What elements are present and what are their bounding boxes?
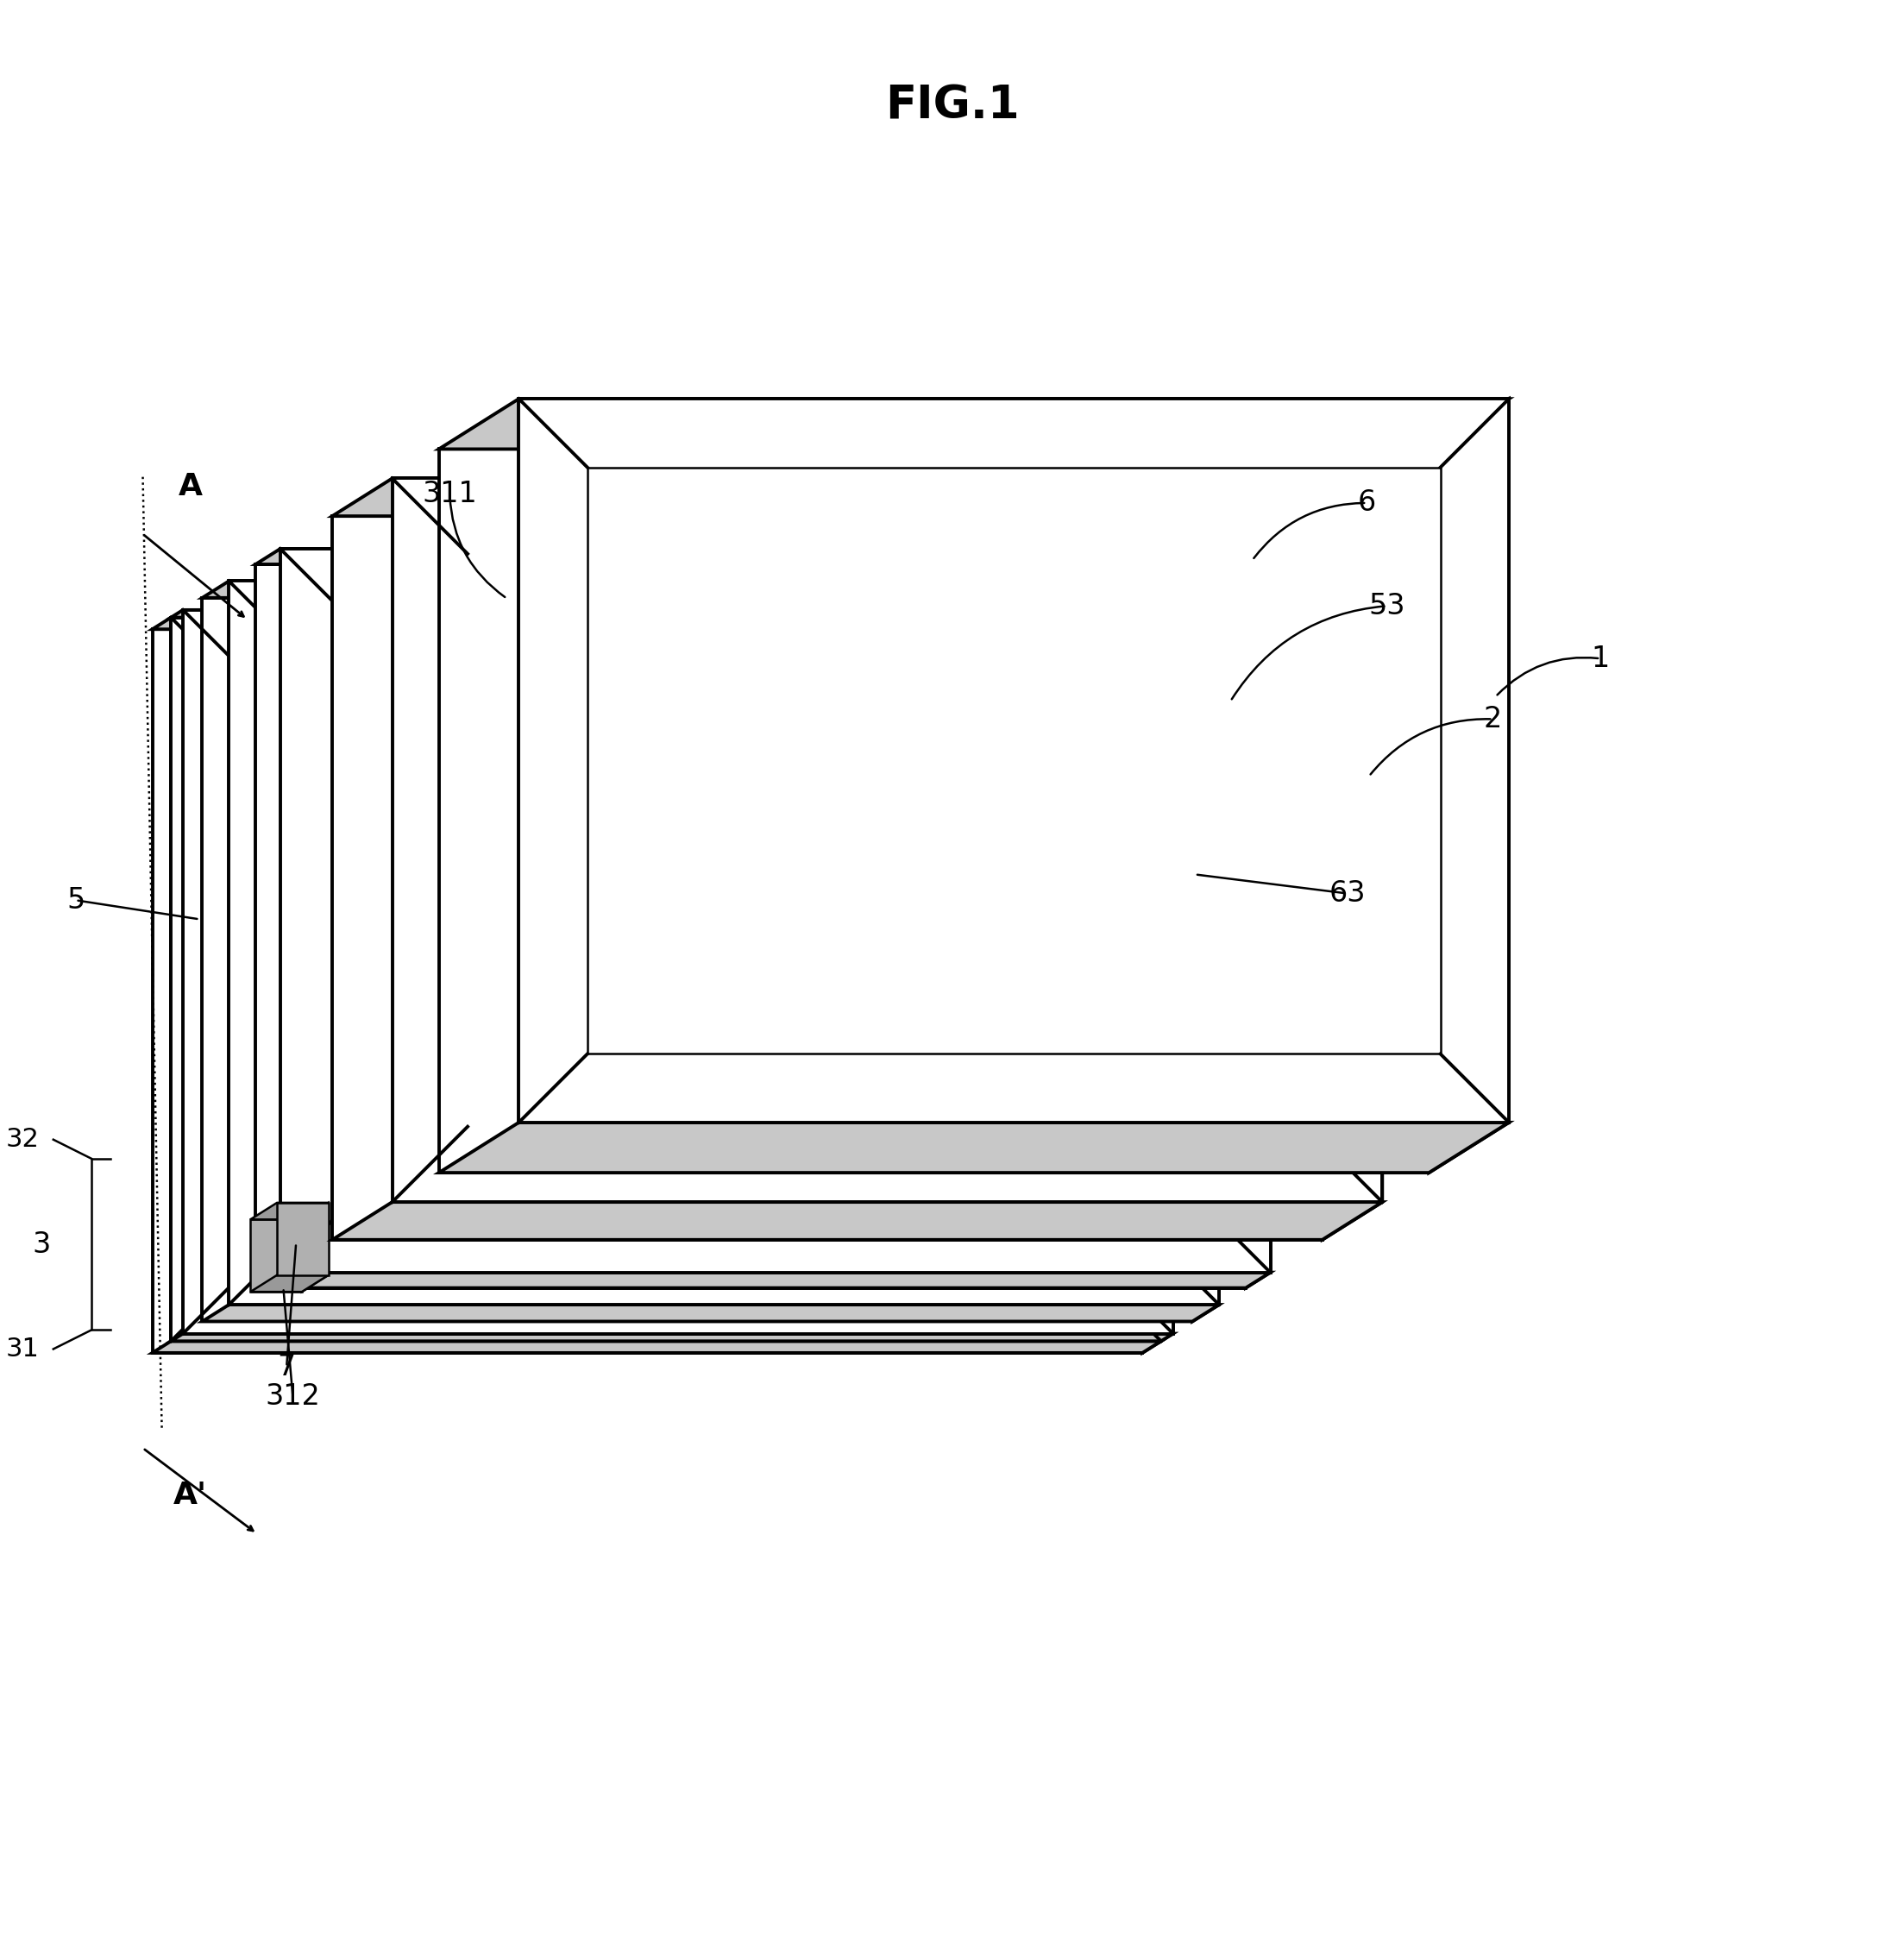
Text: FIG.1: FIG.1 bbox=[885, 84, 1019, 128]
Polygon shape bbox=[1428, 399, 1508, 1172]
Polygon shape bbox=[331, 478, 1382, 515]
Polygon shape bbox=[331, 1201, 1382, 1240]
Polygon shape bbox=[251, 1275, 327, 1293]
Polygon shape bbox=[1142, 618, 1161, 1353]
Polygon shape bbox=[1169, 649, 1228, 754]
Polygon shape bbox=[1142, 1098, 1228, 1114]
Polygon shape bbox=[255, 564, 1245, 1289]
Polygon shape bbox=[1142, 667, 1201, 772]
Polygon shape bbox=[183, 610, 1173, 1334]
Text: 63: 63 bbox=[1329, 879, 1365, 908]
Polygon shape bbox=[331, 515, 1321, 1240]
Polygon shape bbox=[1142, 649, 1228, 667]
Polygon shape bbox=[255, 548, 1270, 564]
Text: 2: 2 bbox=[1483, 706, 1502, 733]
Text: 3: 3 bbox=[32, 1231, 51, 1258]
Polygon shape bbox=[251, 1203, 327, 1219]
Polygon shape bbox=[171, 610, 1173, 618]
Polygon shape bbox=[202, 599, 1192, 1322]
Text: 6: 6 bbox=[1358, 488, 1377, 517]
Polygon shape bbox=[438, 1122, 1508, 1172]
Text: 31: 31 bbox=[6, 1337, 40, 1361]
Polygon shape bbox=[1321, 478, 1382, 1240]
Polygon shape bbox=[1169, 1098, 1228, 1201]
Polygon shape bbox=[1201, 649, 1228, 772]
Polygon shape bbox=[202, 581, 1219, 599]
Text: A': A' bbox=[173, 1481, 208, 1510]
Polygon shape bbox=[518, 399, 1508, 1122]
Text: 7: 7 bbox=[278, 1353, 295, 1380]
Text: 1: 1 bbox=[1592, 643, 1609, 673]
Polygon shape bbox=[301, 1203, 327, 1293]
Text: 32: 32 bbox=[6, 1128, 40, 1153]
Text: 311: 311 bbox=[423, 480, 478, 507]
Polygon shape bbox=[1142, 1201, 1228, 1219]
Polygon shape bbox=[1142, 1114, 1201, 1219]
Polygon shape bbox=[1161, 610, 1173, 1341]
Polygon shape bbox=[392, 478, 1382, 1201]
Polygon shape bbox=[1245, 548, 1270, 1289]
Text: 312: 312 bbox=[265, 1382, 320, 1411]
Polygon shape bbox=[255, 1273, 1270, 1289]
Polygon shape bbox=[1201, 1098, 1228, 1219]
Polygon shape bbox=[314, 667, 1133, 1219]
Polygon shape bbox=[268, 696, 1087, 1248]
Polygon shape bbox=[152, 630, 1142, 1353]
Polygon shape bbox=[280, 548, 1270, 1273]
Polygon shape bbox=[171, 1334, 1173, 1341]
Polygon shape bbox=[171, 618, 1161, 1341]
Polygon shape bbox=[171, 618, 1161, 1341]
Polygon shape bbox=[586, 467, 1439, 1054]
Polygon shape bbox=[1192, 581, 1219, 1322]
Polygon shape bbox=[468, 554, 1306, 1128]
Text: 5: 5 bbox=[67, 886, 86, 914]
Polygon shape bbox=[152, 618, 1161, 630]
Polygon shape bbox=[202, 1304, 1219, 1322]
Polygon shape bbox=[257, 704, 1076, 1256]
Polygon shape bbox=[358, 626, 1194, 1196]
Text: 53: 53 bbox=[1369, 591, 1405, 620]
Polygon shape bbox=[438, 449, 1428, 1172]
Polygon shape bbox=[152, 1341, 1161, 1353]
Polygon shape bbox=[438, 399, 1508, 449]
Polygon shape bbox=[251, 1219, 301, 1293]
Polygon shape bbox=[278, 1203, 327, 1275]
Text: A: A bbox=[179, 472, 202, 502]
Polygon shape bbox=[228, 581, 1219, 1304]
Polygon shape bbox=[1142, 754, 1228, 772]
